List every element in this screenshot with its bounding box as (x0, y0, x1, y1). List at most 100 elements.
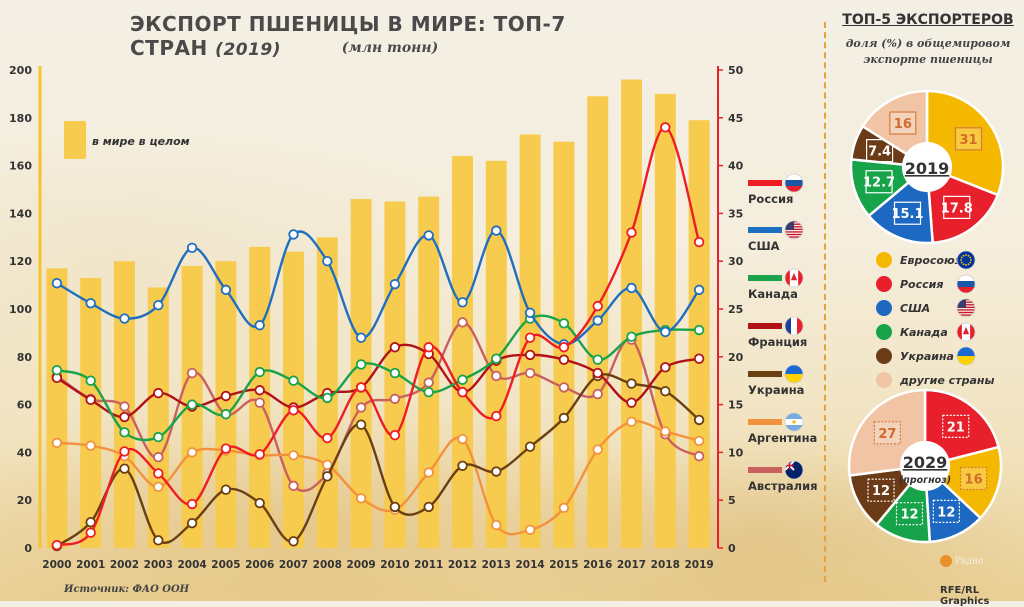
point-ru-2015 (558, 342, 570, 353)
pie-legend-dot-0 (876, 252, 892, 268)
flag-ua-icon-blue (785, 365, 803, 374)
pie-panel-subtitle: доля (%) в общемировом экспорте пшеницы (845, 37, 1011, 66)
point-ua-2012 (457, 460, 468, 471)
pie-legend-flag-ca-icon-left (957, 323, 962, 341)
pie2029-value-box-2 (932, 499, 960, 523)
point-fr-2018 (660, 362, 671, 373)
point-ca-2019 (693, 324, 705, 336)
point-fr-2002 (119, 411, 130, 423)
pie2029-value-box-4 (867, 478, 895, 502)
right-tick-label: 40 (728, 160, 744, 173)
pie-legend-flag-ru-icon-border (956, 274, 976, 294)
point-us-2004 (186, 242, 198, 254)
point-ca-2006 (254, 366, 265, 378)
x-tick-label-2010: 2010 (380, 559, 409, 571)
pie2019-center-label: 2019 (905, 159, 950, 178)
pie-legend-flag-eu-icon-star (967, 263, 970, 266)
point-us-2006 (254, 320, 265, 331)
bar-world-2017 (621, 79, 642, 548)
right-tick-label: 15 (728, 399, 743, 412)
point-ca-2009 (355, 359, 367, 370)
pie-legend-dot-2 (876, 300, 892, 316)
point-au-2007 (288, 480, 299, 492)
point-fr-2003 (153, 387, 164, 399)
point-ar-2018 (660, 426, 671, 437)
point-au-2011 (423, 377, 434, 388)
flag-ca-icon-left (785, 269, 790, 287)
pie2019-value-box-0 (954, 127, 983, 151)
flag-ar-icon-sun (792, 420, 796, 424)
pie-legend-flag-eu-icon-star (967, 254, 970, 257)
point-fr-2006 (254, 385, 265, 396)
pie-legend-flag-ca-icon (957, 323, 975, 341)
pie2029-slice-0 (923, 388, 1001, 468)
pie-legend-flag-eu-icon-star (965, 264, 967, 266)
point-ru-2000 (51, 539, 63, 551)
point-ca-2008 (322, 392, 333, 404)
bar-world-2009 (350, 199, 372, 548)
right-tick-label: 20 (728, 351, 744, 364)
bar-world-2000 (46, 268, 68, 548)
flag-ua-icon-border (784, 364, 804, 384)
point-ru-2006 (254, 449, 265, 460)
pie2019-value-4: 7.4 (868, 145, 891, 160)
x-tick-label-2011: 2011 (414, 559, 443, 571)
pie-legend-flag-us-icon-stripe (957, 309, 975, 311)
pie2029-value-box-1 (959, 466, 988, 491)
point-us-2007 (288, 229, 299, 240)
series-us (51, 225, 705, 350)
pie-legend-flag-ru-icon-red (957, 287, 975, 293)
point-ar-2015 (558, 502, 570, 514)
pie-legend-flag-ru-icon-blue (957, 281, 975, 287)
legend-item-ar: Аргентина (748, 412, 817, 445)
pie-legend-flag-eu-icon-star (960, 259, 962, 261)
point-au-2016 (592, 388, 603, 400)
point-us-2009 (355, 332, 367, 343)
pie2019-slice-1 (925, 165, 1000, 245)
legend-swatch-ua (748, 371, 782, 377)
point-us-2005 (220, 284, 232, 296)
flag-us-icon (785, 221, 803, 238)
pie-legend-flag-ca-icon-border (956, 322, 976, 342)
pie-legend-item-5: другие страны (876, 372, 994, 388)
point-ru-2005 (220, 443, 232, 454)
point-ar-2019 (693, 435, 705, 447)
point-ua-2006 (254, 497, 265, 509)
point-fr-2010 (389, 342, 401, 353)
flag-fr-icon-red (797, 317, 803, 335)
point-ru-2014 (524, 332, 536, 343)
pie-legend-flag-ua-icon (957, 347, 975, 365)
point-ca-2015 (558, 318, 570, 329)
radio-logo: Радио (940, 555, 1000, 579)
point-ua-2013 (491, 466, 502, 477)
series-line-us (56, 229, 701, 346)
pie-legend-item-1: Россия (876, 274, 976, 294)
chart-title-year: (2019) (215, 40, 282, 60)
graphics-credit: RFE/RL Graphics (940, 585, 990, 607)
pie-legend-flag-eu-icon-star (969, 256, 972, 259)
flag-us-icon-canton (785, 221, 794, 230)
point-ua-2014 (524, 441, 536, 452)
point-ca-2002 (119, 427, 130, 438)
legend-item-fr: Франция (748, 316, 807, 349)
x-tick-label-2017: 2017 (617, 559, 646, 571)
point-ru-2017 (626, 227, 637, 238)
point-ca-2016 (592, 354, 603, 365)
point-ar-2013 (491, 519, 502, 531)
pie2019-value-3: 12.7 (863, 176, 895, 191)
point-us-2014 (524, 307, 536, 319)
right-tick-label: 35 (728, 207, 743, 220)
point-us-2010 (389, 278, 401, 290)
series-line-ar (56, 420, 700, 536)
legend-label-au: Австралия (748, 479, 818, 493)
left-tick-label: 140 (9, 207, 32, 220)
point-ca-2000 (51, 364, 63, 376)
x-tick-label-2002: 2002 (110, 559, 139, 571)
x-tick-label-2018: 2018 (651, 559, 680, 571)
point-ua-2007 (288, 536, 299, 547)
point-au-2015 (558, 382, 570, 393)
point-au-2002 (119, 401, 130, 412)
point-ar-2004 (186, 447, 198, 458)
pie-legend-flag-eu-icon-star (965, 254, 967, 256)
legend-label-ua: Украина (748, 383, 804, 397)
